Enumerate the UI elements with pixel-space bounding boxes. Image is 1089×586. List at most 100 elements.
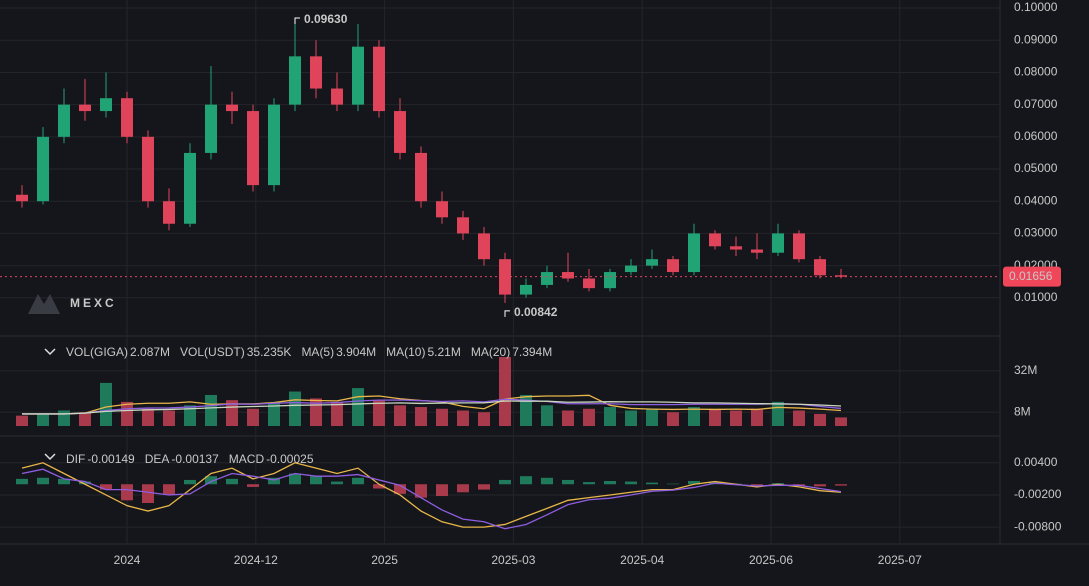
legend-value: -0.00137 bbox=[171, 452, 219, 466]
legend-name: MA(20) bbox=[471, 345, 510, 359]
volume-bar bbox=[415, 407, 427, 426]
candle-body bbox=[835, 275, 847, 277]
volume-bar bbox=[352, 388, 364, 426]
y-tick-label: 0.03000 bbox=[1014, 226, 1058, 240]
y-tick-label: -0.00200 bbox=[1014, 487, 1062, 501]
volume-bar bbox=[205, 394, 217, 426]
volume-bar bbox=[436, 408, 448, 426]
candle-body bbox=[688, 233, 700, 273]
legend-value: 2.087M bbox=[130, 345, 170, 359]
candle-body bbox=[142, 136, 154, 202]
y-tick-label: 0.00400 bbox=[1014, 455, 1058, 469]
candle-body bbox=[625, 265, 637, 273]
macd-bar bbox=[121, 484, 133, 501]
volume-bar bbox=[688, 407, 700, 426]
volume-bar bbox=[562, 410, 574, 426]
volume-bar bbox=[289, 391, 301, 426]
candle-body bbox=[478, 233, 490, 260]
annotation-arrow bbox=[504, 310, 510, 317]
candle-body bbox=[331, 88, 343, 105]
annotation-label: 0.09630 bbox=[304, 12, 348, 26]
candle-body bbox=[16, 194, 28, 202]
macd-bar bbox=[604, 481, 616, 485]
x-tick-label: 2025-03 bbox=[491, 553, 535, 567]
x-tick-label: 2024-12 bbox=[234, 553, 278, 567]
volume-bar bbox=[499, 357, 511, 426]
candle-body bbox=[604, 272, 616, 289]
macd-bar bbox=[415, 484, 427, 498]
candle-body bbox=[709, 233, 721, 247]
collapse-icon[interactable] bbox=[44, 453, 56, 461]
macd-bar bbox=[352, 477, 364, 485]
candle-body bbox=[226, 104, 238, 112]
legend-value: 3.904M bbox=[336, 345, 376, 359]
volume-bar bbox=[583, 408, 595, 426]
volume-bar bbox=[16, 415, 28, 426]
legend-name: VOL(GIGA) bbox=[66, 345, 128, 359]
macd-bar bbox=[625, 481, 637, 485]
volume-bar bbox=[541, 405, 553, 426]
legend-value: -0.00149 bbox=[87, 452, 135, 466]
macd-bar bbox=[688, 481, 700, 485]
candle-body bbox=[352, 46, 364, 105]
legend-value: 7.394M bbox=[512, 345, 552, 359]
legend-value: -0.00025 bbox=[266, 452, 314, 466]
volume-bar bbox=[520, 394, 532, 426]
candle-body bbox=[184, 152, 196, 224]
volume-bar bbox=[667, 412, 679, 426]
indicator-line bbox=[22, 398, 842, 415]
macd-bar bbox=[583, 482, 595, 485]
legend-name: MA(5) bbox=[301, 345, 334, 359]
candle-body bbox=[394, 111, 406, 153]
macd-bar bbox=[541, 477, 553, 485]
candle-body bbox=[310, 56, 322, 89]
volume-bar bbox=[751, 408, 763, 426]
volume-bar bbox=[373, 400, 385, 426]
macd-bar bbox=[226, 478, 238, 485]
macd-bar bbox=[373, 484, 385, 489]
indicator-line bbox=[21, 468, 842, 530]
y-tick-label: 32M bbox=[1014, 363, 1037, 377]
candle-body bbox=[667, 259, 679, 273]
candle-body bbox=[79, 104, 91, 112]
y-tick-label: 8M bbox=[1014, 404, 1031, 418]
y-tick-label: -0.00800 bbox=[1014, 519, 1062, 533]
x-tick-label: 2025-07 bbox=[878, 553, 922, 567]
candle-body bbox=[814, 259, 826, 276]
macd-bar bbox=[37, 477, 49, 485]
candle-body bbox=[268, 104, 280, 186]
legend-value: 35.235K bbox=[247, 345, 292, 359]
macd-bar bbox=[184, 479, 196, 485]
volume-bar bbox=[394, 405, 406, 426]
volume-bar bbox=[37, 413, 49, 426]
y-tick-label: 0.09000 bbox=[1014, 32, 1058, 46]
legend-name: MA(10) bbox=[386, 345, 425, 359]
y-tick-label: 0.01000 bbox=[1014, 290, 1058, 304]
macd-bar bbox=[100, 484, 112, 490]
collapse-icon[interactable] bbox=[44, 348, 56, 356]
candle-body bbox=[247, 111, 259, 186]
indicator-line bbox=[22, 400, 842, 415]
candle-body bbox=[163, 201, 175, 224]
volume-bar bbox=[58, 410, 70, 426]
candle-body bbox=[121, 98, 133, 137]
y-tick-label: 0.04000 bbox=[1014, 193, 1058, 207]
volume-bar bbox=[835, 417, 847, 426]
volume-bar bbox=[457, 410, 469, 426]
last-price-badge bbox=[1003, 266, 1061, 287]
macd-bar bbox=[310, 476, 322, 485]
volume-bar bbox=[772, 401, 784, 426]
volume-bar bbox=[730, 410, 742, 426]
x-tick-label: 2025-04 bbox=[620, 553, 664, 567]
macd-bar bbox=[499, 479, 511, 485]
y-tick-label: 0.10000 bbox=[1014, 0, 1058, 14]
macd-bar bbox=[457, 484, 469, 493]
candle-body bbox=[772, 233, 784, 253]
candle-body bbox=[373, 46, 385, 112]
volume-bar bbox=[814, 413, 826, 426]
legend-name: VOL(USDT) bbox=[180, 345, 245, 359]
macd-bar bbox=[646, 482, 658, 485]
